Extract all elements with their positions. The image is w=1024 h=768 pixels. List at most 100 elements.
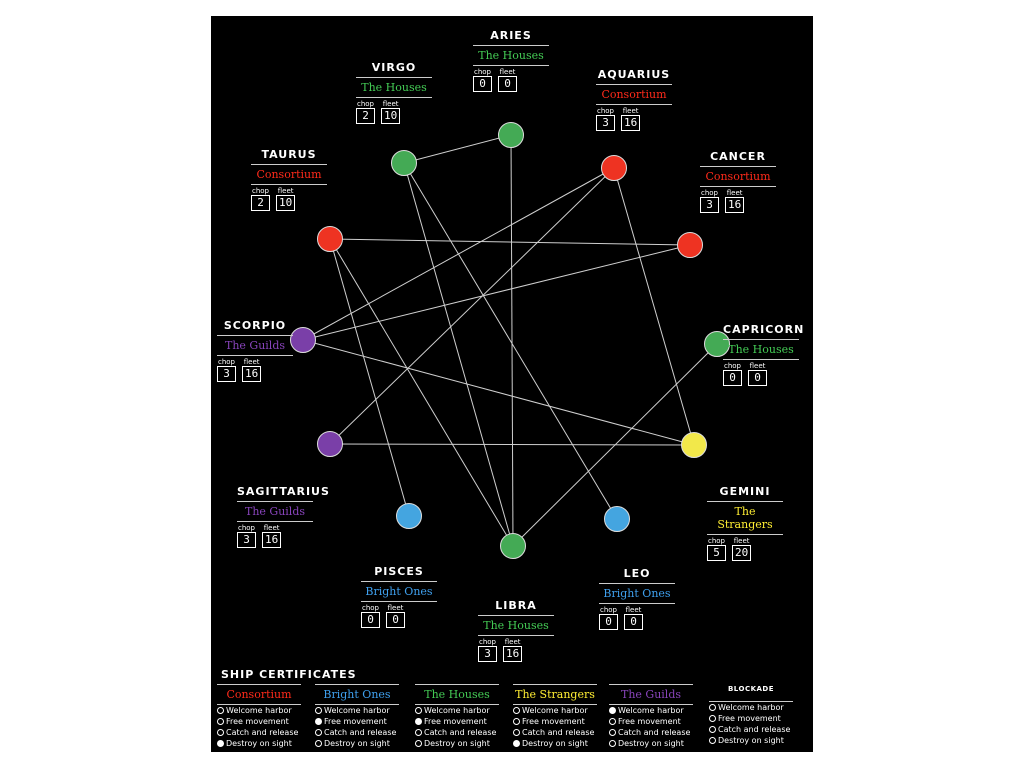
fleet-value[interactable]: 16 — [503, 646, 523, 662]
chop-value[interactable]: 3 — [596, 115, 615, 131]
fleet-value[interactable]: 0 — [386, 612, 405, 628]
radio-icon[interactable] — [709, 715, 716, 722]
cert-option-label: Free movement — [424, 717, 487, 726]
chop-value[interactable]: 0 — [361, 612, 380, 628]
fleet-value[interactable]: 0 — [748, 370, 767, 386]
fleet-value[interactable]: 16 — [725, 197, 745, 213]
cert-option[interactable]: Welcome harbor — [415, 705, 499, 716]
cert-option[interactable]: Free movement — [315, 716, 399, 727]
fleet-value[interactable]: 16 — [621, 115, 641, 131]
chop-value[interactable]: 0 — [723, 370, 742, 386]
cert-option[interactable]: Free movement — [415, 716, 499, 727]
cert-option[interactable]: Catch and release — [217, 727, 301, 738]
chop-value[interactable]: 3 — [217, 366, 236, 382]
fleet-value[interactable]: 20 — [732, 545, 752, 561]
cert-option[interactable]: Catch and release — [513, 727, 597, 738]
sign-label-cancer: CANCER Consortium chop 3 fleet 16 — [700, 145, 776, 213]
route-aquarius-scorpio — [302, 167, 615, 341]
cert-option[interactable]: Welcome harbor — [315, 705, 399, 716]
cert-option[interactable]: Destroy on sight — [513, 738, 597, 749]
sign-label-leo: LEO Bright Ones chop 0 fleet 0 — [599, 562, 675, 630]
radio-icon[interactable] — [709, 737, 716, 744]
fleet-value[interactable]: 16 — [242, 366, 262, 382]
fleet-value[interactable]: 0 — [624, 614, 643, 630]
node-virgo[interactable] — [391, 150, 417, 176]
fleet-value[interactable]: 10 — [276, 195, 296, 211]
chop-value[interactable]: 2 — [356, 108, 375, 124]
sign-name-wrap: SAGITTARIUS — [237, 480, 329, 502]
radio-icon[interactable] — [609, 718, 616, 725]
radio-icon[interactable] — [315, 729, 322, 736]
radio-icon[interactable] — [315, 707, 322, 714]
radio-icon[interactable] — [415, 718, 422, 725]
fleet-stat: fleet 16 — [725, 189, 745, 213]
radio-icon[interactable] — [217, 707, 224, 714]
radio-icon[interactable] — [709, 704, 716, 711]
fleet-value[interactable]: 10 — [381, 108, 401, 124]
node-capricorn[interactable] — [704, 331, 730, 357]
cert-option[interactable]: Free movement — [513, 716, 597, 727]
chop-value[interactable]: 0 — [599, 614, 618, 630]
node-sagittarius[interactable] — [317, 431, 343, 457]
cert-option[interactable]: Destroy on sight — [315, 738, 399, 749]
node-leo[interactable] — [604, 506, 630, 532]
fleet-stat: fleet 16 — [262, 524, 282, 548]
radio-icon[interactable] — [315, 740, 322, 747]
fleet-value[interactable]: 0 — [498, 76, 517, 92]
radio-icon[interactable] — [217, 729, 224, 736]
cert-option[interactable]: Free movement — [217, 716, 301, 727]
sign-faction: Bright Ones — [599, 584, 675, 604]
radio-icon[interactable] — [513, 740, 520, 747]
radio-icon[interactable] — [609, 740, 616, 747]
node-libra[interactable] — [500, 533, 526, 559]
cert-option-label: Destroy on sight — [324, 739, 390, 748]
radio-icon[interactable] — [609, 729, 616, 736]
cert-column-header: The Strangers — [513, 684, 597, 705]
cert-option[interactable]: Welcome harbor — [609, 705, 693, 716]
radio-icon[interactable] — [415, 729, 422, 736]
cert-column-header: The Guilds — [609, 684, 693, 705]
cert-option[interactable]: Welcome harbor — [709, 702, 793, 713]
cert-column-the-guilds: The Guilds Welcome harbor Free movement Cat… — [609, 684, 693, 749]
chop-value[interactable]: 3 — [700, 197, 719, 213]
cert-option-label: Catch and release — [226, 728, 299, 737]
cert-option[interactable]: Welcome harbor — [217, 705, 301, 716]
chop-stat: chop 2 — [356, 100, 375, 124]
cert-option[interactable]: Catch and release — [709, 724, 793, 735]
cert-option[interactable]: Catch and release — [609, 727, 693, 738]
node-aquarius[interactable] — [601, 155, 627, 181]
chop-value[interactable]: 3 — [237, 532, 256, 548]
cert-option[interactable]: Destroy on sight — [217, 738, 301, 749]
chop-value[interactable]: 2 — [251, 195, 270, 211]
radio-icon[interactable] — [609, 707, 616, 714]
cert-option[interactable]: Catch and release — [415, 727, 499, 738]
node-pisces[interactable] — [396, 503, 422, 529]
radio-icon[interactable] — [217, 718, 224, 725]
radio-icon[interactable] — [217, 740, 224, 747]
cert-option[interactable]: Destroy on sight — [415, 738, 499, 749]
cert-option[interactable]: Catch and release — [315, 727, 399, 738]
chop-value[interactable]: 3 — [478, 646, 497, 662]
radio-icon[interactable] — [513, 707, 520, 714]
sign-faction: Consortium — [700, 167, 776, 187]
node-gemini[interactable] — [681, 432, 707, 458]
cert-option[interactable]: Welcome harbor — [513, 705, 597, 716]
radio-icon[interactable] — [709, 726, 716, 733]
radio-icon[interactable] — [315, 718, 322, 725]
cert-option[interactable]: Destroy on sight — [709, 735, 793, 746]
node-taurus[interactable] — [317, 226, 343, 252]
chop-value[interactable]: 0 — [473, 76, 492, 92]
radio-icon[interactable] — [415, 707, 422, 714]
radio-icon[interactable] — [415, 740, 422, 747]
fleet-value[interactable]: 16 — [262, 532, 282, 548]
sign-name: PISCES — [374, 565, 424, 578]
cert-option[interactable]: Free movement — [709, 713, 793, 724]
cert-option[interactable]: Free movement — [609, 716, 693, 727]
radio-icon[interactable] — [513, 718, 520, 725]
radio-icon[interactable] — [513, 729, 520, 736]
chop-value[interactable]: 5 — [707, 545, 726, 561]
node-aries[interactable] — [498, 122, 524, 148]
node-scorpio[interactable] — [290, 327, 316, 353]
node-cancer[interactable] — [677, 232, 703, 258]
cert-option[interactable]: Destroy on sight — [609, 738, 693, 749]
